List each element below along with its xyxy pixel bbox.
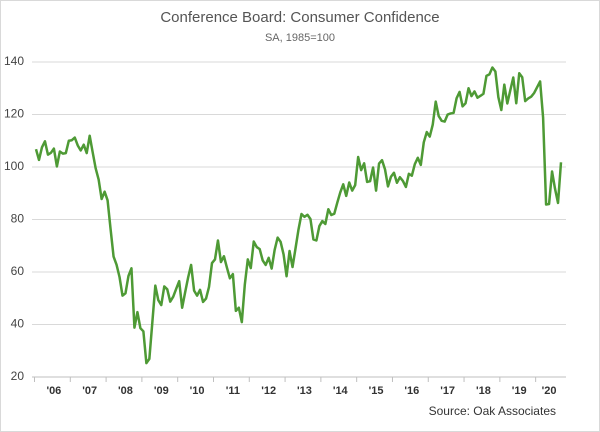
x-tick-label: '06 [46,385,61,397]
chart-title: Conference Board: Consumer Confidence [160,9,439,26]
x-tick-label: '07 [82,385,97,397]
x-tick-label: '08 [118,385,133,397]
y-tick-label: 60 [11,264,25,278]
x-tick-label: '10 [190,385,205,397]
y-tick-label: 20 [11,369,25,383]
data-line [34,66,563,365]
x-tick-label: '09 [154,385,169,397]
x-tick-label: '14 [333,385,349,397]
source-note: Source: Oak Associates [429,404,556,418]
x-tick-label: '11 [226,385,240,397]
x-tick-label: '20 [542,385,557,397]
x-tick-label: '13 [297,385,312,397]
x-tick-label: '18 [476,385,491,397]
y-tick-label: 120 [4,107,24,121]
chart-subtitle: SA, 1985=100 [265,32,335,44]
x-tick-label: '12 [261,385,276,397]
x-tick-label: '16 [404,385,419,397]
x-tick-label: '17 [440,385,455,397]
x-tick-label: '19 [512,385,527,397]
y-tick-label: 100 [4,159,24,173]
x-tick-label: '15 [369,385,384,397]
y-tick-label: 80 [11,212,25,226]
y-tick-label: 140 [4,54,24,68]
y-tick-label: 40 [11,317,25,331]
